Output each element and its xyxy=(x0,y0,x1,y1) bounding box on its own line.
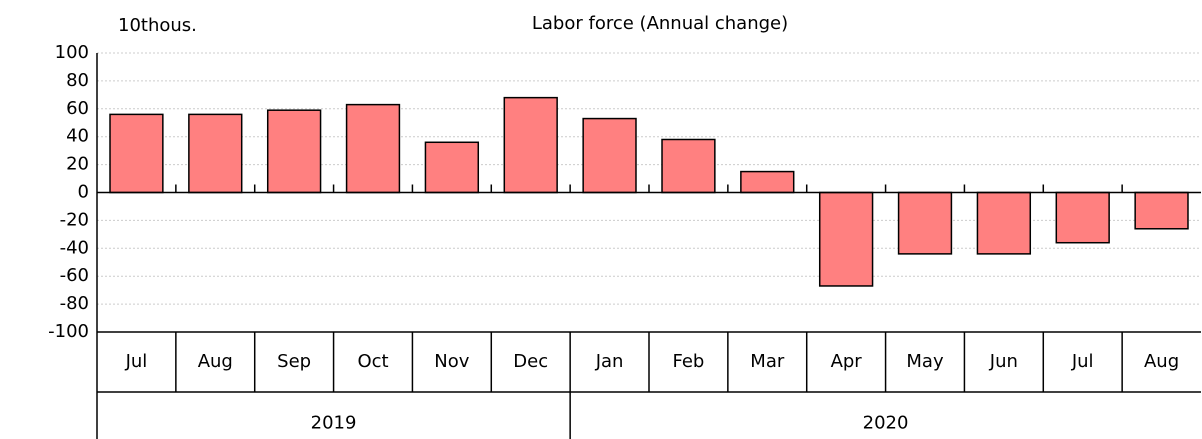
x-tick-label: Jun xyxy=(989,351,1018,372)
x-tick-label: Mar xyxy=(750,351,785,372)
x-tick-label: Aug xyxy=(198,351,233,372)
y-tick-label: -60 xyxy=(60,265,89,286)
y-tick-label: 0 xyxy=(78,182,89,203)
y-tick-label: 100 xyxy=(55,42,89,63)
x-tick-label: Apr xyxy=(831,351,863,372)
y-tick-label: -20 xyxy=(60,209,89,230)
x-tick-label: Nov xyxy=(434,351,469,372)
x-tick-label: Jul xyxy=(125,351,148,372)
bar xyxy=(818,191,874,287)
y-tick-label: 60 xyxy=(66,98,89,119)
bar xyxy=(503,96,558,194)
chart-title: Labor force (Annual change) xyxy=(532,13,788,34)
x-tick-label: Oct xyxy=(357,351,388,372)
y-tick-label: 40 xyxy=(66,126,89,147)
bar xyxy=(661,138,716,194)
bar xyxy=(1055,191,1110,244)
bar xyxy=(740,170,795,194)
bar xyxy=(582,117,637,194)
bar xyxy=(345,103,401,194)
bar xyxy=(424,141,480,194)
x-tick-label: Aug xyxy=(1144,351,1179,372)
bar xyxy=(266,109,322,194)
x-tick-label: Sep xyxy=(277,351,311,372)
bar xyxy=(1134,191,1189,230)
bar xyxy=(976,191,1032,255)
y-tick-label: 80 xyxy=(66,70,89,91)
bar xyxy=(188,113,243,194)
y-tick-label: -40 xyxy=(60,237,89,258)
y-tick-label: 20 xyxy=(66,154,89,175)
bar xyxy=(897,191,953,255)
x-tick-label: May xyxy=(906,351,944,372)
bar xyxy=(109,113,164,194)
x-tick-label: Jan xyxy=(595,351,624,372)
y-tick-label: -100 xyxy=(48,321,89,342)
x-tick-label: Dec xyxy=(513,351,548,372)
unit-label: 10thous. xyxy=(118,15,197,36)
group-label: 2020 xyxy=(863,413,909,434)
x-tick-label: Jul xyxy=(1071,351,1094,372)
group-label: 2019 xyxy=(311,413,357,434)
y-tick-label: -80 xyxy=(60,293,89,314)
x-tick-label: Feb xyxy=(672,351,704,372)
